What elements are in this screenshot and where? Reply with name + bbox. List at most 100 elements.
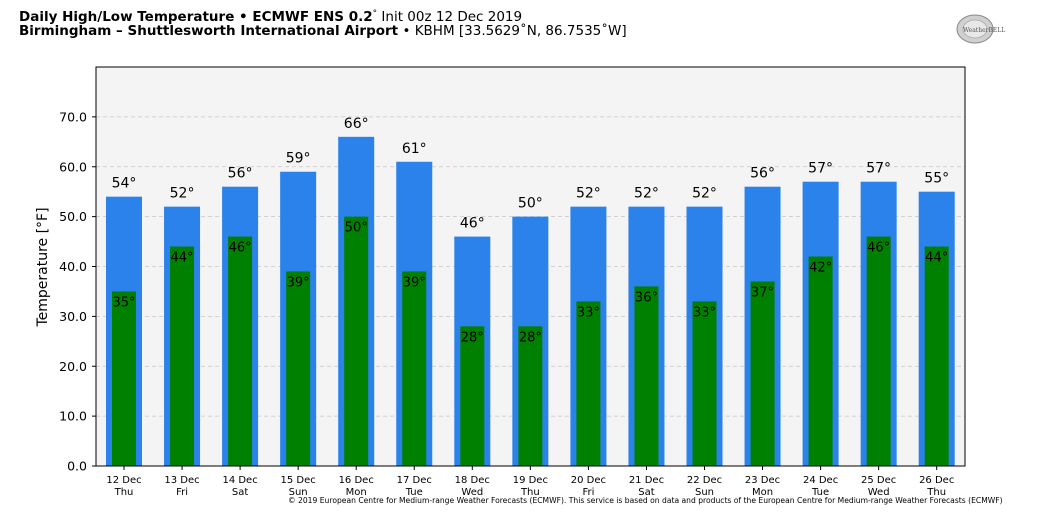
low-value-label: 44° (925, 251, 948, 266)
y-axis-label: Temperature [°F] (35, 207, 51, 327)
x-tick-label-day: Fri (176, 487, 188, 498)
x-tick-label-date: 20 Dec (571, 475, 606, 486)
weatherbell-logo: WeatherBELL (955, 12, 1019, 46)
low-value-label: 50° (345, 221, 368, 236)
location-coords: • KBHM [33.5629˚N, 86.7535˚W] (402, 23, 627, 39)
y-axis: 0.0 10.0 20.0 30.0 40.0 50.0 60.0 70.0 (59, 109, 96, 474)
high-value-label: 59° (286, 151, 311, 167)
x-tick-label-day: Thu (926, 487, 946, 498)
x-tick-label-date: 26 Dec (919, 475, 954, 486)
low-bar (866, 236, 891, 466)
x-tick-label-date: 24 Dec (803, 475, 838, 486)
y-tick-label: 10.0 (59, 409, 87, 424)
low-bar (228, 236, 253, 466)
y-tick-label: 0.0 (67, 459, 87, 474)
x-tick-label-date: 21 Dec (629, 475, 664, 486)
high-value-label: 52° (170, 186, 195, 202)
low-bar (518, 326, 543, 466)
x-tick-label-date: 18 Dec (455, 475, 490, 486)
low-bar (692, 301, 717, 466)
x-tick-label-day: Wed (461, 487, 483, 498)
low-value-label: 39° (287, 275, 310, 290)
low-bar (460, 326, 485, 466)
low-bar (808, 256, 833, 466)
x-tick-label-day: Sun (289, 487, 308, 498)
x-tick-label-date: 23 Dec (745, 475, 780, 486)
weatherbell-logo-icon: WeatherBELL (956, 14, 1005, 44)
x-tick-label-date: 15 Dec (281, 475, 316, 486)
high-value-label: 55° (924, 171, 949, 187)
x-tick-label-day: Tue (405, 487, 423, 498)
high-value-label: 50° (518, 196, 543, 212)
x-tick-label-day: Sat (232, 487, 248, 498)
low-value-label: 28° (519, 330, 542, 345)
low-bar (170, 246, 195, 466)
chart-title: Daily High/Low Temperature • ECMWF ENS 0… (19, 9, 522, 25)
x-tick-label-day: Tue (811, 487, 829, 498)
x-tick-label-day: Sun (695, 487, 714, 498)
x-tick-label-day: Thu (520, 487, 540, 498)
low-value-label: 36° (635, 290, 658, 305)
high-value-label: 57° (866, 161, 891, 177)
low-value-label: 33° (577, 305, 600, 320)
x-tick-label-day: Thu (114, 487, 134, 498)
low-bar (634, 286, 659, 466)
low-value-label: 33° (693, 305, 716, 320)
x-tick-label-day: Sat (638, 487, 654, 498)
low-bar (112, 291, 136, 466)
location-name: Birmingham – Shuttlesworth International… (19, 23, 399, 39)
low-bar (402, 271, 427, 466)
x-tick-label-date: 17 Dec (397, 475, 432, 486)
high-value-label: 52° (634, 186, 659, 202)
low-bar (750, 281, 775, 466)
x-tick-label-date: 14 Dec (222, 475, 257, 486)
low-value-label: 39° (403, 275, 426, 290)
x-tick-label-day: Wed (868, 487, 890, 498)
high-value-label: 56° (750, 166, 775, 182)
x-tick-label-day: Mon (752, 487, 773, 498)
title-init: Init 00z 12 Dec 2019 (381, 9, 523, 25)
high-value-label: 54° (112, 176, 137, 192)
footer-credit: © 2019 European Centre for Medium-range … (288, 496, 1003, 505)
high-value-label: 66° (344, 116, 369, 132)
high-value-label: 57° (808, 161, 833, 177)
low-value-label: 37° (751, 285, 774, 300)
low-value-label: 42° (809, 261, 832, 276)
x-tick-label-date: 13 Dec (164, 475, 199, 486)
data-labels-group: 54° 35° 52° 44° 56° 46° 59° 39° 66° 50° 61° 39° 46° 2… (112, 116, 950, 346)
x-tick-label-date: 12 Dec (106, 475, 141, 486)
y-tick-label: 20.0 (59, 359, 87, 374)
high-value-label: 61° (402, 141, 427, 157)
x-tick-label-day: Mon (346, 487, 367, 498)
high-value-label: 52° (576, 186, 601, 202)
x-tick-label-date: 25 Dec (861, 475, 896, 486)
low-bar (286, 271, 311, 466)
y-tick-label: 40.0 (59, 259, 87, 274)
logo-text: WeatherBELL (963, 27, 1005, 34)
low-bar (576, 301, 601, 466)
bars-group (106, 136, 955, 467)
y-tick-label: 50.0 (59, 209, 87, 224)
high-value-label: 52° (692, 186, 717, 202)
y-tick-label: 70.0 (59, 109, 87, 124)
plot-frame (95, 66, 966, 467)
low-value-label: 46° (867, 241, 890, 256)
high-value-label: 46° (460, 216, 485, 232)
x-tick-label-date: 22 Dec (687, 475, 722, 486)
low-value-label: 28° (461, 330, 484, 345)
title-degree: ° (372, 9, 378, 19)
y-tick-label: 60.0 (59, 159, 87, 174)
high-value-label: 56° (228, 166, 253, 182)
chart-subtitle: Birmingham – Shuttlesworth International… (19, 23, 627, 39)
low-bar (924, 246, 949, 466)
title-main: Daily High/Low Temperature • ECMWF ENS 0… (19, 9, 373, 25)
x-tick-label-date: 16 Dec (339, 475, 374, 486)
low-value-label: 44° (171, 251, 194, 266)
y-tick-label: 30.0 (59, 309, 87, 324)
x-tick-label-date: 19 Dec (513, 475, 548, 486)
low-value-label: 46° (229, 241, 252, 256)
low-value-label: 35° (112, 295, 135, 310)
low-bar (344, 216, 369, 466)
